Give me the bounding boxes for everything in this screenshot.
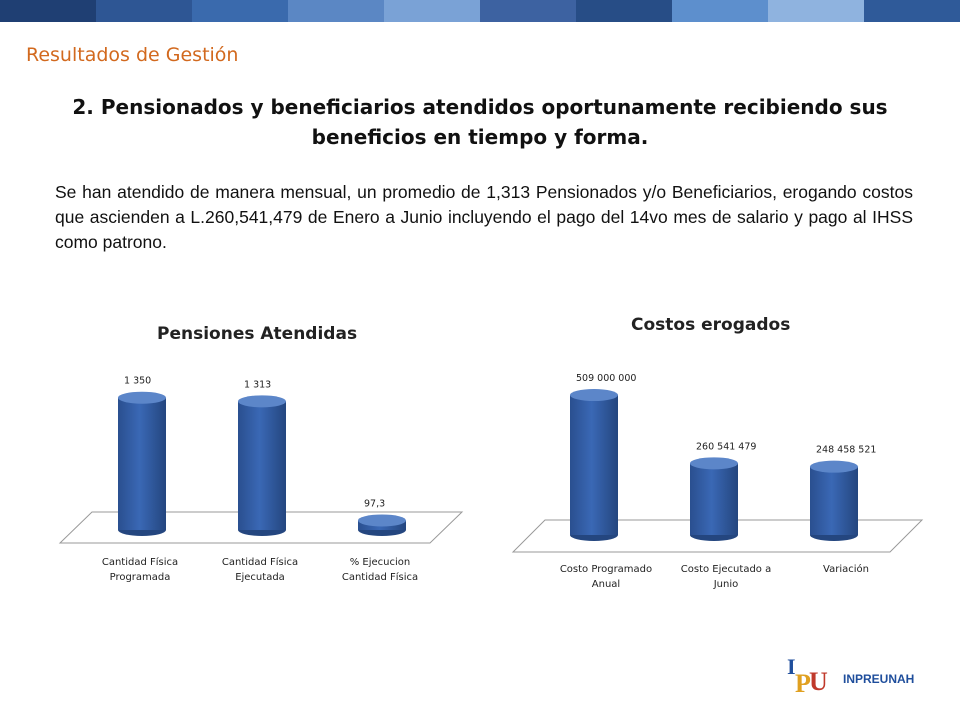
svg-text:U: U bbox=[809, 667, 828, 696]
band-segment bbox=[192, 0, 288, 22]
costos-chart-plot: 509 000 000 Costo Programado Anual 260 541 … bbox=[511, 373, 924, 590]
category-label: Junio bbox=[713, 579, 739, 590]
chart-floor bbox=[511, 519, 924, 553]
svg-text:P: P bbox=[795, 669, 811, 696]
band-segment bbox=[480, 0, 576, 22]
bar bbox=[358, 514, 406, 536]
bar bbox=[570, 389, 618, 541]
band-segment bbox=[0, 0, 96, 22]
chart-title: Pensiones Atendidas bbox=[157, 324, 358, 344]
category-label: Ejecutada bbox=[235, 572, 285, 583]
data-label: 1 350 bbox=[124, 376, 151, 387]
bar-top bbox=[570, 389, 618, 402]
chart-title: Costos erogados bbox=[631, 315, 791, 335]
band-segment bbox=[96, 0, 192, 22]
data-label: 1 313 bbox=[244, 379, 271, 390]
category-label: Programada bbox=[110, 572, 171, 583]
bar-body bbox=[810, 466, 858, 535]
category-label: Cantidad Física bbox=[102, 556, 178, 568]
category-label: % Ejecucion bbox=[350, 557, 411, 568]
band-segment bbox=[384, 0, 480, 22]
data-label: 248 458 521 bbox=[816, 445, 876, 456]
data-label: 97,3 bbox=[364, 498, 385, 509]
category-label: Costo Programado bbox=[560, 564, 652, 575]
band-segment bbox=[288, 0, 384, 22]
pensiones-chart: Pensiones Atendidas 1 350 Cantidad Física… bbox=[55, 315, 475, 605]
pensiones-chart-plot: 1 350 Cantidad Física Programada 1 313 Canti… bbox=[58, 376, 464, 583]
band-segment bbox=[672, 0, 768, 22]
bar bbox=[810, 460, 858, 541]
costos-chart: Costos erogados 509 000 000 Costo Program… bbox=[505, 305, 925, 605]
bar-top bbox=[118, 391, 166, 404]
summary-paragraph: Se han atendido de manera mensual, un pr… bbox=[55, 182, 913, 252]
category-label: Costo Ejecutado a bbox=[681, 564, 771, 575]
svg-text:I: I bbox=[787, 654, 796, 679]
top-decorative-band bbox=[0, 0, 960, 22]
institution-logo: I P U bbox=[785, 652, 833, 698]
section-label: Resultados de Gestión bbox=[26, 44, 239, 66]
bar-top bbox=[810, 460, 858, 473]
bar-body bbox=[238, 401, 286, 530]
bar bbox=[118, 391, 166, 536]
band-segment bbox=[576, 0, 672, 22]
category-label: Anual bbox=[592, 579, 620, 590]
category-label: Cantidad Física bbox=[222, 556, 298, 568]
data-label: 260 541 479 bbox=[696, 441, 756, 452]
bar bbox=[238, 395, 286, 536]
band-segment bbox=[768, 0, 864, 22]
bar-top bbox=[238, 395, 286, 408]
bar-body bbox=[690, 463, 738, 535]
bar-top bbox=[690, 457, 738, 470]
category-label: Variación bbox=[823, 563, 869, 575]
chart-floor bbox=[58, 511, 464, 544]
data-label: 509 000 000 bbox=[576, 373, 636, 384]
bar-body bbox=[118, 397, 166, 530]
bar-body bbox=[570, 395, 618, 535]
bar-top bbox=[358, 514, 406, 527]
bar bbox=[690, 457, 738, 541]
band-segment bbox=[864, 0, 960, 22]
footer-brand: INPREUNAH bbox=[843, 672, 915, 686]
slide-heading: 2. Pensionados y beneficiarios atendidos… bbox=[72, 95, 888, 149]
category-label: Cantidad Física bbox=[342, 571, 418, 583]
